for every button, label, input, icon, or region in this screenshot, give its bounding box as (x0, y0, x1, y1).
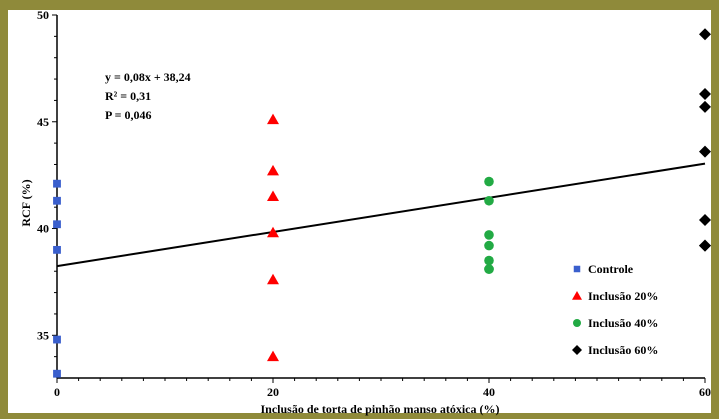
annotation-r2: R² = 0,31 (105, 89, 151, 103)
y-tick-label: 45 (37, 115, 49, 129)
x-axis-title: Inclusão de torta de pinhão manso atóxic… (260, 402, 499, 416)
data-point-series-1 (267, 226, 279, 238)
data-point-series-2 (484, 195, 494, 206)
data-point-series-0 (53, 179, 61, 188)
x-tick-label: 40 (483, 385, 495, 399)
y-tick-label: 35 (37, 328, 49, 342)
trendline-group (56, 162, 706, 268)
data-point-series-0 (53, 369, 61, 378)
data-points (53, 28, 711, 378)
data-point-series-1 (267, 273, 279, 285)
data-point-series-2 (484, 240, 494, 251)
legend-marker-2 (573, 319, 581, 327)
regression-annotations: y = 0,08x + 38,24 R² = 0,31 P = 0,046 (105, 70, 191, 122)
legend-label-0: Controle (588, 262, 634, 276)
data-point-series-3 (699, 28, 711, 41)
data-point-series-1 (267, 350, 279, 362)
data-point-series-1 (267, 190, 279, 201)
legend-label-2: Inclusão 40% (588, 316, 658, 330)
data-point-series-0 (53, 335, 61, 344)
trendline (56, 162, 706, 268)
legend: Controle Inclusão 20% Inclusão 40% Inclusão… (572, 262, 658, 357)
y-tick-label: 50 (37, 8, 49, 22)
y-tick-label: 40 (37, 222, 49, 236)
legend-marker-1 (572, 291, 582, 300)
data-point-series-2 (484, 255, 494, 266)
data-point-series-2 (484, 176, 494, 187)
data-point-series-3 (699, 100, 711, 113)
legend-marker-0 (573, 265, 581, 273)
data-point-series-3 (699, 88, 711, 101)
annotation-equation: y = 0,08x + 38,24 (105, 70, 191, 84)
y-axis-title: RCF (%) (19, 179, 33, 226)
data-point-series-0 (53, 220, 61, 229)
data-point-series-0 (53, 245, 61, 254)
legend-marker-3 (572, 345, 582, 355)
data-point-series-2 (484, 264, 494, 274)
data-point-series-3 (699, 239, 711, 252)
data-point-series-0 (53, 196, 61, 205)
x-tick-label: 60 (699, 385, 711, 399)
data-point-series-2 (484, 230, 494, 240)
data-point-series-1 (267, 113, 279, 125)
legend-label-3: Inclusão 60% (588, 343, 658, 357)
x-tick-label: 0 (54, 385, 60, 399)
annotation-p: P = 0,046 (105, 108, 152, 122)
data-point-series-1 (267, 164, 279, 176)
chart-panel (8, 10, 711, 413)
x-tick-label: 20 (267, 385, 279, 399)
axes: 35 40 45 50 0 20 40 60 (37, 8, 711, 399)
data-point-series-3 (699, 145, 711, 158)
legend-label-1: Inclusão 20% (588, 289, 658, 303)
data-point-series-3 (699, 213, 711, 226)
